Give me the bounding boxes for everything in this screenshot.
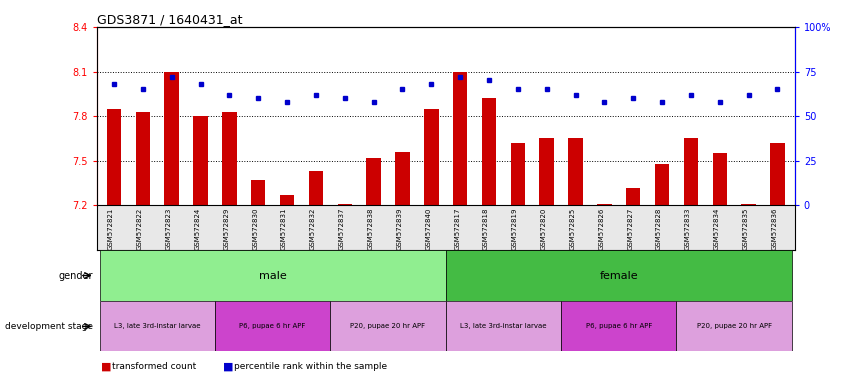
Text: L3, late 3rd-instar larvae: L3, late 3rd-instar larvae bbox=[114, 323, 200, 329]
Text: male: male bbox=[259, 270, 287, 281]
Bar bbox=[165, 71, 179, 205]
Text: GSM572817: GSM572817 bbox=[454, 208, 460, 250]
Text: GSM572819: GSM572819 bbox=[512, 208, 518, 250]
Text: transformed count: transformed count bbox=[112, 362, 196, 371]
Bar bbox=[510, 143, 525, 205]
Text: GSM572838: GSM572838 bbox=[368, 208, 373, 250]
Text: GSM572818: GSM572818 bbox=[483, 208, 489, 250]
Text: GSM572836: GSM572836 bbox=[771, 208, 777, 250]
Bar bbox=[424, 109, 438, 205]
Text: GSM572835: GSM572835 bbox=[743, 208, 748, 250]
Bar bbox=[222, 112, 236, 205]
Text: GSM572827: GSM572827 bbox=[627, 208, 633, 250]
Text: GSM572821: GSM572821 bbox=[108, 208, 114, 250]
Bar bbox=[251, 180, 266, 205]
Text: P6, pupae 6 hr APF: P6, pupae 6 hr APF bbox=[240, 323, 306, 329]
Bar bbox=[482, 98, 496, 205]
Text: GSM572830: GSM572830 bbox=[252, 208, 258, 250]
Text: gender: gender bbox=[58, 270, 93, 281]
Text: female: female bbox=[600, 270, 638, 281]
Bar bbox=[453, 71, 468, 205]
Text: GSM572837: GSM572837 bbox=[339, 208, 345, 250]
Text: GSM572826: GSM572826 bbox=[599, 208, 605, 250]
Text: GSM572829: GSM572829 bbox=[224, 208, 230, 250]
Bar bbox=[655, 164, 669, 205]
Text: GSM572825: GSM572825 bbox=[569, 208, 575, 250]
Text: ■: ■ bbox=[223, 362, 233, 372]
Bar bbox=[337, 204, 352, 205]
Text: L3, late 3rd-instar larvae: L3, late 3rd-instar larvae bbox=[460, 323, 547, 329]
Text: GSM572833: GSM572833 bbox=[685, 208, 691, 250]
Bar bbox=[712, 153, 727, 205]
Text: GSM572832: GSM572832 bbox=[310, 208, 316, 250]
Text: GSM572828: GSM572828 bbox=[656, 208, 662, 250]
Bar bbox=[770, 143, 785, 205]
Text: GSM572834: GSM572834 bbox=[714, 208, 720, 250]
Text: GSM572831: GSM572831 bbox=[281, 208, 287, 250]
Bar bbox=[309, 171, 323, 205]
Bar bbox=[99, 301, 215, 351]
Bar bbox=[215, 301, 331, 351]
Text: GSM572840: GSM572840 bbox=[426, 208, 431, 250]
Bar bbox=[193, 116, 208, 205]
Bar bbox=[99, 250, 446, 301]
Bar bbox=[280, 195, 294, 205]
Bar bbox=[539, 139, 554, 205]
Bar bbox=[135, 112, 150, 205]
Text: GSM572820: GSM572820 bbox=[541, 208, 547, 250]
Bar bbox=[626, 188, 641, 205]
Bar bbox=[446, 250, 792, 301]
Bar bbox=[569, 139, 583, 205]
Bar bbox=[676, 301, 792, 351]
Bar bbox=[367, 158, 381, 205]
Bar bbox=[597, 204, 611, 205]
Text: GSM572822: GSM572822 bbox=[137, 208, 143, 250]
Text: P20, pupae 20 hr APF: P20, pupae 20 hr APF bbox=[351, 323, 426, 329]
Text: ■: ■ bbox=[101, 362, 111, 372]
Text: GDS3871 / 1640431_at: GDS3871 / 1640431_at bbox=[97, 13, 242, 26]
Text: P6, pupae 6 hr APF: P6, pupae 6 hr APF bbox=[585, 323, 652, 329]
Text: GSM572824: GSM572824 bbox=[194, 208, 200, 250]
Text: development stage: development stage bbox=[4, 322, 93, 331]
Bar bbox=[684, 139, 698, 205]
Text: GSM572839: GSM572839 bbox=[396, 208, 403, 250]
Bar bbox=[331, 301, 446, 351]
Text: P20, pupae 20 hr APF: P20, pupae 20 hr APF bbox=[696, 323, 772, 329]
Bar bbox=[561, 301, 676, 351]
Text: percentile rank within the sample: percentile rank within the sample bbox=[234, 362, 387, 371]
Bar bbox=[395, 152, 410, 205]
Bar bbox=[107, 109, 121, 205]
Bar bbox=[446, 301, 561, 351]
Text: GSM572823: GSM572823 bbox=[166, 208, 172, 250]
Bar bbox=[742, 204, 756, 205]
